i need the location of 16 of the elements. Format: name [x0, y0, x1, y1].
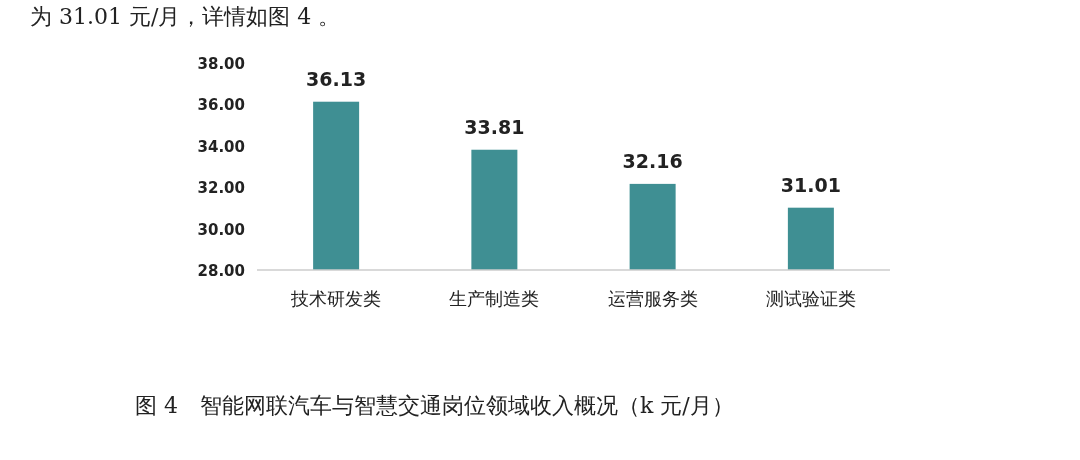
data-label: 32.16: [622, 149, 683, 172]
data-label: 36.13: [306, 67, 367, 90]
y-tick-label: 36.00: [197, 96, 245, 115]
y-tick-label: 32.00: [197, 179, 245, 198]
y-tick-label: 38.00: [197, 55, 245, 73]
text: 图 4 智能网联汽车与智慧交通岗位领域收入概况（k 元/月）: [135, 393, 734, 418]
x-tick-label: 技术研发类: [290, 288, 382, 309]
y-tick-label: 28.00: [197, 262, 245, 280]
data-label: 33.81: [464, 115, 525, 138]
text: 为 31.01 元/月，详情如图 4 。: [30, 4, 341, 29]
y-tick-label: 34.00: [197, 137, 245, 156]
x-tick-label: 测试验证类: [765, 288, 856, 309]
data-label: 31.01: [780, 173, 841, 196]
x-tick-label: 运营服务类: [607, 288, 698, 309]
x-tick-label: 生产制造类: [449, 288, 540, 309]
y-tick-label: 30.00: [197, 220, 245, 239]
